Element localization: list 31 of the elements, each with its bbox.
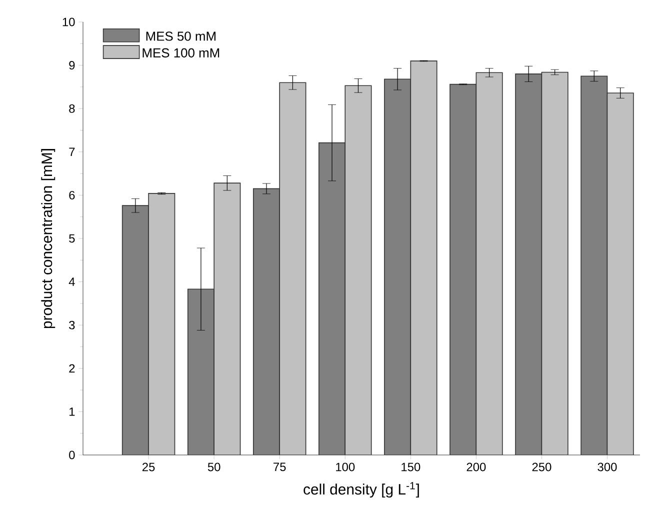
- x-tick-label: 250: [532, 462, 552, 472]
- x-tick-label: 200: [466, 462, 486, 472]
- y-tick-label: 6: [69, 190, 75, 200]
- bar: [122, 205, 149, 455]
- x-tick-label: 150: [402, 462, 420, 472]
- y-tick-label: 7: [69, 148, 75, 156]
- x-tick-label: 300: [598, 462, 617, 472]
- x-tick-label: 100: [336, 462, 355, 472]
- y-tick-label: 3: [69, 320, 75, 330]
- y-axis-title: product concentration [mM]: [41, 149, 56, 328]
- legend-label: MES 100 mM: [142, 48, 220, 58]
- y-tick-label: 8: [69, 104, 75, 113]
- y-tick-label: 2: [69, 364, 75, 373]
- y-tick-label: 4: [68, 278, 75, 286]
- bar: [384, 78, 412, 455]
- legend-label: MES 50 mM: [146, 32, 216, 41]
- x-tick-label: 25: [142, 462, 155, 472]
- x-tick-label: 50: [208, 462, 220, 472]
- y-tick-label: 10: [62, 18, 75, 26]
- bar: [252, 188, 280, 455]
- x-tick-label: 75: [274, 462, 286, 472]
- bar: [580, 76, 608, 455]
- y-tick-label: 5: [69, 234, 75, 243]
- y-tick-label: 9: [69, 61, 75, 70]
- y-tick-label: 1: [69, 408, 75, 416]
- bar: [187, 288, 214, 455]
- bar: [318, 142, 346, 455]
- bar: [450, 84, 477, 455]
- bar: [515, 74, 542, 455]
- y-tick-label: 0: [69, 450, 75, 460]
- x-axis-title: cell density [g L$^{-1}$]: [304, 482, 419, 498]
